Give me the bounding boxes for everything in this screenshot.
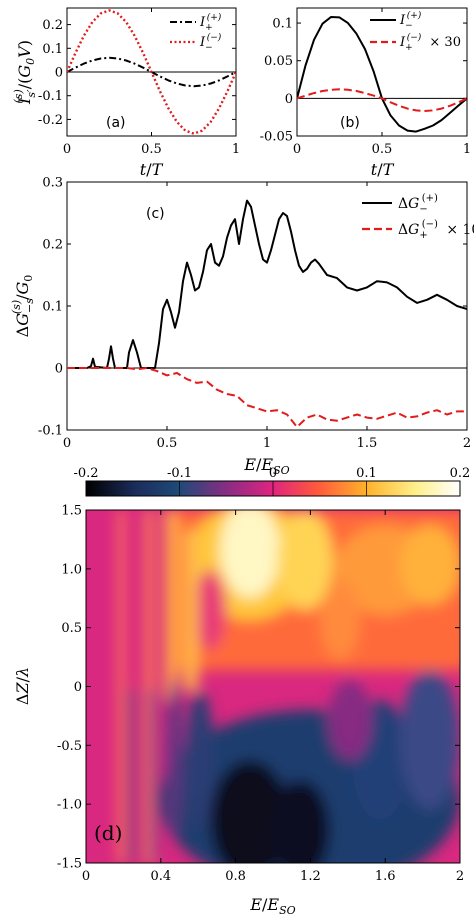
y-tick-label-b-1: 0.05 [264,54,293,69]
x-tick-label-c-2: 1 [263,436,271,451]
panel-c-ticks: 0 0.5 1 1.5 20.30.20.10-0.1 [38,176,471,452]
panel-c-legend: ΔG−(+) ΔG+(−) × 10 [362,193,474,241]
y-tick-label-d-5: -1.0 [57,798,82,813]
y-tick-label-d-3: 0 [74,680,82,695]
y-tick-label-d-1: 1.0 [61,562,82,577]
y-tick-label-c-0: 0.3 [42,176,63,191]
panel-a-legend-entry-1: I+(+) [199,12,222,33]
panel-c-ylabel: ΔG−s(s)/G0 [10,275,36,338]
x-tick-label-c-0: 0 [63,436,71,451]
x-tick-label-d-3: 1.2 [300,869,321,884]
panel-c-lines [67,199,467,428]
x-tick-label-d-2: 0.8 [225,869,246,884]
x-tick-label-d-1: 0.4 [150,869,171,884]
heatmap [86,510,460,863]
panel-b-legend-entry-2: I+(−) × 30 [399,32,461,53]
x-tick-label-d-5: 2 [456,869,464,884]
panel-b-xlabel: t/T [371,160,395,179]
y-tick-label-b-0: 0.1 [272,17,293,32]
y-tick-label-a-4: -0.2 [38,113,63,128]
x-tick-label-b-2: 1 [463,142,471,157]
panel-a-ticks: 0 0.5 1 0.2 0.1 0 -0.1 -0.2 [38,8,240,157]
y-tick-label-d-6: -1.5 [57,857,82,872]
panel-a-legend-entry-2: I−(−) [199,32,222,53]
colorbar-tick-label-2: 0 [269,466,277,481]
x-tick-label-d-0: 0 [82,869,90,884]
series-line-a-1 [67,9,236,135]
svg-text:ΔG−s(s)/G0: ΔG−s(s)/G0 [10,275,36,338]
y-tick-label-d-0: 1.5 [61,504,82,519]
panel-c-xlabel: E/ESO [243,455,289,477]
x-tick-label-c-4: 2 [463,436,471,451]
panel-c: 0 0.5 1 1.5 20.30.20.10-0.1 (c) ΔG−s(s)/G0 E… [10,176,474,478]
y-tick-label-c-2: 0.1 [42,300,63,315]
panel-b-legend-entry-1: I−(+) [399,10,422,31]
colorbar-tick-label-4: 0.2 [450,466,471,481]
svg-text:ΔZ/λ: ΔZ/λ [13,667,32,705]
panel-c-legend-entry-1: ΔG−(+) [398,193,438,215]
x-tick-label-a-2: 1 [232,142,240,157]
y-tick-label-b-2: 0 [285,92,293,107]
panel-b-legend: I−(+) I+(−) × 30 [370,10,461,53]
svg-text:t/T: t/T [371,160,395,179]
x-tick-label-b-1: 0.5 [372,142,393,157]
panel-d-ylabel: ΔZ/λ [13,667,32,705]
y-tick-label-d-2: 0.5 [61,621,82,636]
svg-text:E/ESO: E/ESO [249,895,295,917]
y-tick-label-c-1: 0.2 [42,238,63,253]
panel-a: 0 0.5 1 0.2 0.1 0 -0.1 -0.2 (a) Is′(s)/(G0V) t/… [12,7,240,179]
panel-c-frame [66,181,468,431]
colorbar-tick-label-0: -0.2 [73,466,98,481]
series-line-c-0 [67,199,467,369]
panel-b-frame [296,7,468,137]
y-tick-label-a-1: 0.1 [42,42,63,57]
panel-c-legend-entry-2: ΔG+(−) × 10 [398,219,474,241]
panel-a-legend: I+(+) I−(−) [170,12,222,53]
y-tick-label-c-3: 0 [55,362,63,377]
panel-b: 0 0.5 10.10.050-0.05 (b) t/T I−(+) I+(−) ×… [260,7,471,179]
svg-text:Is′(s)/(G0V): Is′(s)/(G0V) [12,40,38,105]
x-tick-label-d-4: 1.6 [375,869,396,884]
y-tick-label-a-3: -0.1 [38,89,63,104]
panel-d-ticks: 0 0.4 0.8 1.2 1.6 2 1.5 1.0 0.5 0 -0.5 -1.0 -1.5 [57,504,464,885]
panel-b-label: (b) [340,115,360,131]
y-tick-label-b-3: -0.05 [260,130,293,145]
panel-b-ticks: 0 0.5 10.10.050-0.05 [260,8,471,157]
panel-a-ylabel: Is′(s)/(G0V) [12,40,38,105]
x-tick-label-a-0: 0 [63,142,71,157]
y-tick-label-c-4: -0.1 [38,424,63,439]
panel-d-xlabel: E/ESO [249,895,295,917]
y-tick-label-d-4: -0.5 [57,739,82,754]
colorbar-tick-label-1: -0.1 [167,466,192,481]
colorbar-tick-label-3: 0.1 [356,466,377,481]
panel-a-xlabel: t/T [140,160,164,179]
panel-c-label: (c) [146,206,165,222]
x-tick-label-a-1: 0.5 [141,142,162,157]
series-line-c-1 [67,367,467,428]
colorbar-ticks: -0.2 -0.1 0 0.1 0.2 [73,466,470,496]
series-line-b-1 [297,88,467,112]
panel-a-label: (a) [106,115,126,131]
panel-d-label: (d) [94,821,122,845]
svg-text:t/T: t/T [140,160,164,179]
x-tick-label-c-3: 1.5 [357,436,378,451]
panel-d: -0.2 -0.1 0 0.1 0.2 [13,466,470,917]
x-tick-label-c-1: 0.5 [157,436,178,451]
y-tick-label-a-0: 0.2 [42,18,63,33]
y-tick-label-a-2: 0 [55,66,63,81]
panel-a-lines [67,9,236,135]
panel-b-lines [297,16,467,133]
x-tick-label-b-0: 0 [293,142,301,157]
svg-text:E/ESO: E/ESO [243,455,289,477]
